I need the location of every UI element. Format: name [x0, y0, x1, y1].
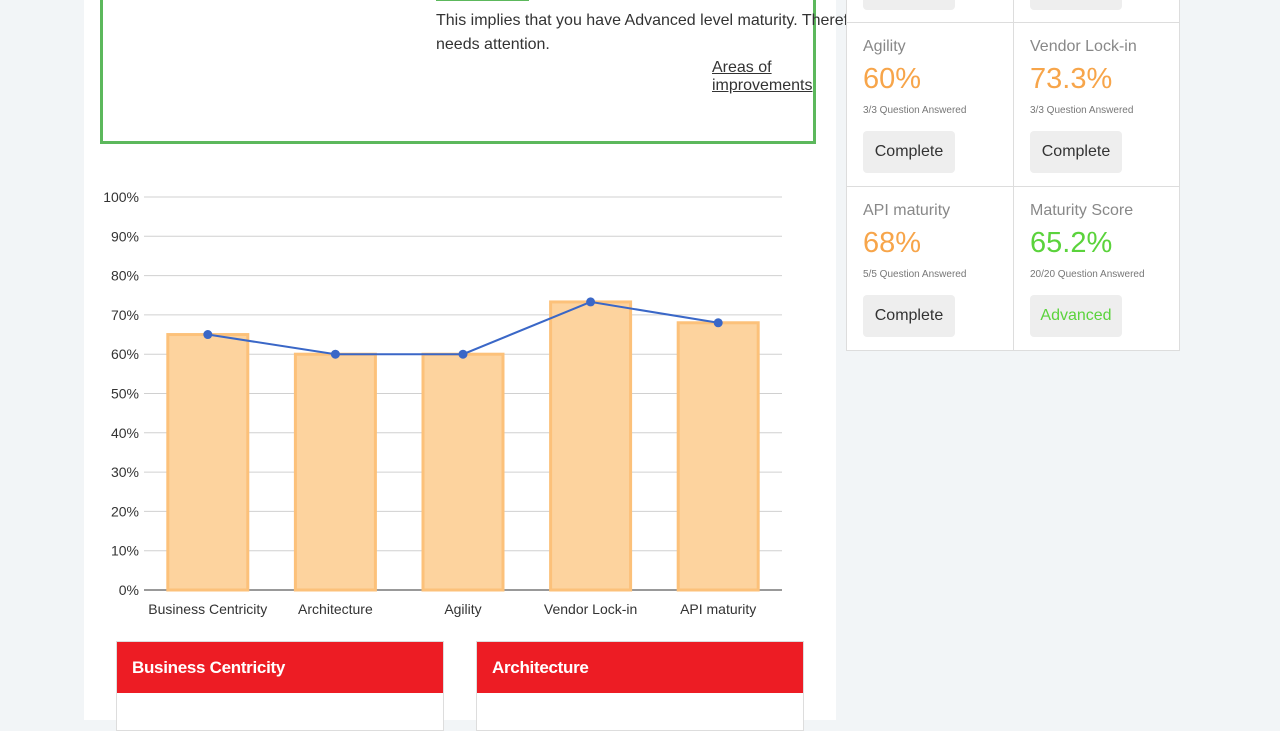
bar: [421, 352, 505, 592]
bar: [676, 321, 760, 592]
metric-value: 65.2%: [1030, 227, 1113, 259]
score-cell-maturity-score: Maturity Score 65.2% 20/20 Question Answ…: [1014, 187, 1180, 350]
x-tick-label: API maturity: [680, 601, 756, 617]
metric-title: Agility: [863, 38, 906, 55]
complete-button[interactable]: Complete: [863, 131, 955, 173]
maturity-level-button[interactable]: Advanced: [1030, 295, 1122, 337]
metric-value: 60%: [863, 63, 922, 95]
metric-title: API maturity: [863, 202, 951, 219]
maturity-summary-box: This implies that you have Advanced leve…: [100, 0, 876, 144]
y-tick-label: 50%: [111, 386, 139, 402]
grid-divider: [847, 22, 1179, 23]
line-point: [713, 318, 723, 328]
complete-button[interactable]: [863, 0, 955, 10]
x-tick-label: Vendor Lock-in: [544, 601, 637, 617]
metric-value: 73.3%: [1030, 63, 1113, 95]
series-line: [207, 300, 719, 356]
y-tick-label: 30%: [111, 464, 139, 480]
questions-answered: 3/3 Question Answered: [863, 105, 967, 116]
card-business-centricity: Business Centricity: [116, 641, 444, 731]
y-tick-label: 80%: [111, 268, 139, 284]
questions-answered: 5/5 Question Answered: [863, 269, 967, 280]
bar: [166, 333, 250, 592]
y-tick-label: 10%: [111, 543, 139, 559]
line-point: [330, 349, 340, 359]
card-architecture: Architecture: [476, 641, 804, 731]
score-cell-agility: Agility 60% 3/3 Question Answered Comple…: [847, 23, 1013, 186]
summary-accent-bar: [436, 0, 529, 1]
score-cell-previous: [847, 0, 1013, 22]
card-title: Architecture: [477, 642, 803, 693]
metric-title: Vendor Lock-in: [1030, 38, 1137, 55]
x-tick-label: Business Centricity: [148, 601, 267, 617]
summary-text: This implies that you have Advanced leve…: [436, 12, 876, 53]
score-cell-api-maturity: API maturity 68% 5/5 Question Answered C…: [847, 187, 1013, 350]
complete-button[interactable]: Complete: [863, 295, 955, 337]
bar: [549, 300, 633, 592]
y-tick-label: 0%: [119, 582, 139, 598]
complete-button[interactable]: Complete: [1030, 131, 1122, 173]
x-tick-label: Agility: [444, 601, 481, 617]
y-tick-label: 100%: [103, 189, 139, 205]
bar: [293, 352, 377, 592]
metric-title: Maturity Score: [1030, 202, 1134, 219]
y-tick-label: 40%: [111, 425, 139, 441]
y-tick-label: 20%: [111, 503, 139, 519]
card-title: Business Centricity: [117, 642, 443, 693]
y-tick-label: 60%: [111, 346, 139, 362]
maturity-chart: 0% 10% 20% 30% 40% 50% 60% 70% 80% 90% 100% Busines…: [103, 189, 782, 617]
grid-divider: [847, 186, 1179, 187]
questions-answered: 20/20 Question Answered: [1030, 269, 1145, 280]
areas-of-improvements-link[interactable]: Areas of improvements: [712, 59, 813, 94]
score-cell-previous: [1014, 0, 1180, 22]
score-cell-vendor-lock-in: Vendor Lock-in 73.3% 3/3 Question Answer…: [1014, 23, 1180, 186]
metric-value: 68%: [863, 227, 922, 259]
y-tick-label: 70%: [111, 307, 139, 323]
questions-answered: 3/3 Question Answered: [1030, 105, 1134, 116]
score-grid: Agility 60% 3/3 Question Answered Comple…: [846, 0, 1180, 351]
x-tick-label: Architecture: [298, 601, 373, 617]
line-point: [458, 349, 468, 359]
y-tick-label: 90%: [111, 228, 139, 244]
grid-divider: [1013, 0, 1014, 350]
line-point: [586, 297, 596, 307]
complete-button[interactable]: [1030, 0, 1122, 10]
line-point: [203, 330, 213, 340]
